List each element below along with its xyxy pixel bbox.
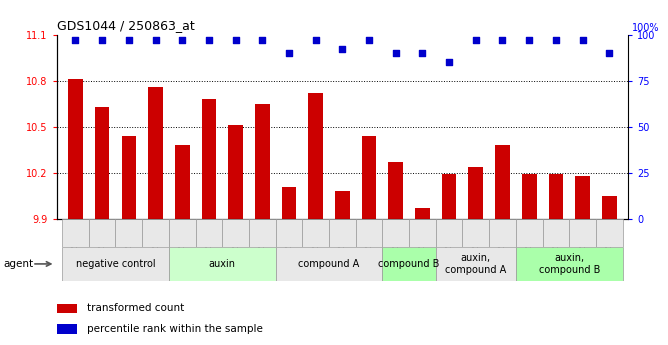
- Text: compound B: compound B: [378, 259, 440, 269]
- Bar: [309, 93, 323, 219]
- Text: compound A: compound A: [299, 259, 359, 269]
- Bar: [516, 219, 542, 247]
- Bar: [382, 247, 436, 281]
- Bar: [436, 247, 516, 281]
- Bar: [95, 107, 110, 219]
- Text: GDS1044 / 250863_at: GDS1044 / 250863_at: [57, 19, 194, 32]
- Point: [124, 37, 134, 43]
- Text: transformed count: transformed count: [87, 304, 184, 313]
- Point: [311, 37, 321, 43]
- Bar: [276, 219, 303, 247]
- Bar: [222, 219, 249, 247]
- Bar: [57, 304, 77, 313]
- Bar: [142, 219, 169, 247]
- Bar: [602, 196, 617, 219]
- Text: auxin: auxin: [209, 259, 236, 269]
- Bar: [62, 219, 89, 247]
- Bar: [415, 208, 430, 219]
- Point: [550, 37, 561, 43]
- Bar: [522, 175, 536, 219]
- Point: [444, 59, 454, 65]
- Text: agent: agent: [3, 259, 33, 269]
- Bar: [596, 219, 623, 247]
- Point: [177, 37, 188, 43]
- Point: [417, 50, 428, 56]
- Bar: [436, 219, 462, 247]
- Point: [577, 37, 588, 43]
- Bar: [122, 136, 136, 219]
- Bar: [62, 247, 169, 281]
- Point: [97, 37, 108, 43]
- Text: auxin,
compound A: auxin, compound A: [445, 253, 506, 275]
- Bar: [148, 87, 163, 219]
- Bar: [355, 219, 382, 247]
- Bar: [516, 247, 623, 281]
- Bar: [169, 247, 276, 281]
- Point: [150, 37, 161, 43]
- Bar: [569, 219, 596, 247]
- Point: [497, 37, 508, 43]
- Point: [470, 37, 481, 43]
- Point: [230, 37, 241, 43]
- Bar: [57, 324, 77, 334]
- Bar: [489, 219, 516, 247]
- Point: [524, 37, 534, 43]
- Point: [390, 50, 401, 56]
- Bar: [228, 125, 243, 219]
- Text: 100%: 100%: [632, 23, 659, 33]
- Bar: [116, 219, 142, 247]
- Point: [204, 37, 214, 43]
- Point: [337, 47, 348, 52]
- Bar: [442, 175, 456, 219]
- Bar: [255, 104, 270, 219]
- Bar: [361, 136, 376, 219]
- Bar: [282, 187, 297, 219]
- Bar: [382, 219, 409, 247]
- Bar: [249, 219, 276, 247]
- Bar: [409, 219, 436, 247]
- Bar: [548, 175, 563, 219]
- Text: negative control: negative control: [75, 259, 155, 269]
- Bar: [175, 145, 190, 219]
- Bar: [89, 219, 116, 247]
- Bar: [303, 219, 329, 247]
- Point: [70, 37, 81, 43]
- Bar: [542, 219, 569, 247]
- Bar: [169, 219, 196, 247]
- Bar: [196, 219, 222, 247]
- Bar: [495, 145, 510, 219]
- Bar: [462, 219, 489, 247]
- Bar: [388, 162, 403, 219]
- Point: [363, 37, 374, 43]
- Text: percentile rank within the sample: percentile rank within the sample: [87, 324, 263, 334]
- Bar: [276, 247, 382, 281]
- Bar: [329, 219, 355, 247]
- Bar: [468, 167, 483, 219]
- Point: [257, 37, 268, 43]
- Bar: [68, 79, 83, 219]
- Point: [284, 50, 295, 56]
- Bar: [202, 99, 216, 219]
- Bar: [335, 191, 349, 219]
- Bar: [575, 176, 590, 219]
- Point: [604, 50, 615, 56]
- Text: auxin,
compound B: auxin, compound B: [538, 253, 600, 275]
